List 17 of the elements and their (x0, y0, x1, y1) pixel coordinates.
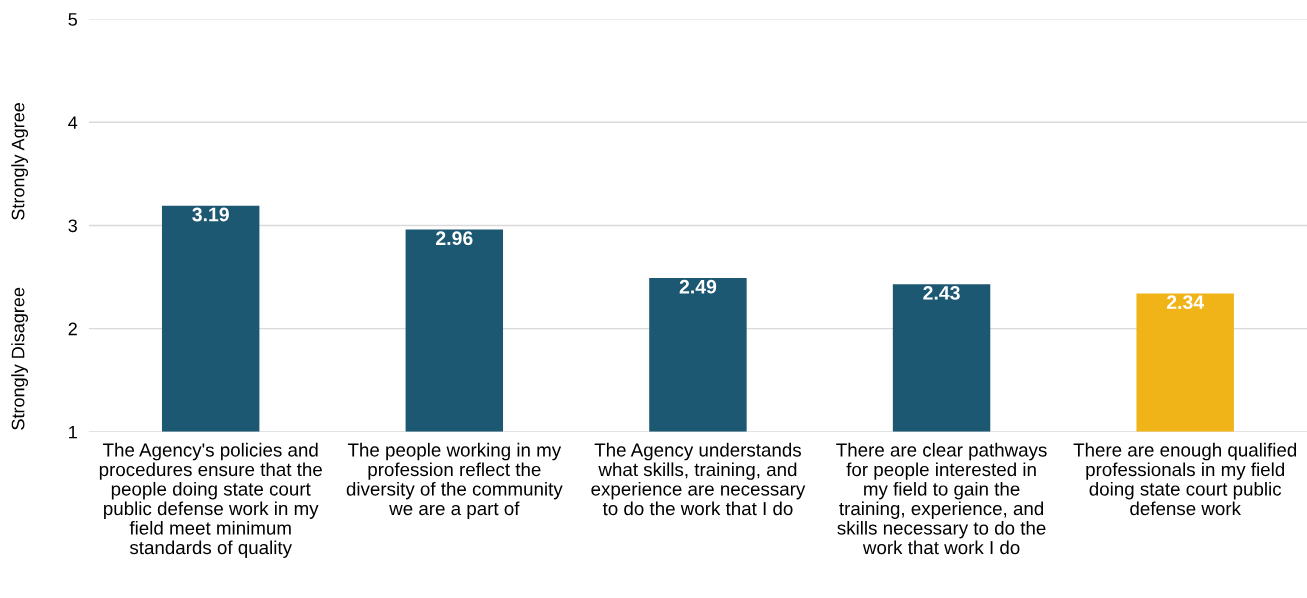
data-label: 2.43 (923, 286, 960, 300)
text: Strongly Agree (11, 103, 29, 220)
data-label: 3.19 (192, 207, 229, 222)
x-tick-label: The Agency's policies and procedures ensure that the people doing state court public defense work in my field meet minimum standards of quality (99, 442, 322, 558)
y-tick-label: 1 (69, 425, 77, 439)
x-tick-label: There are enough qualified professionals in my field doing state court public defense work (1073, 442, 1297, 516)
data-label: 2.49 (679, 279, 717, 294)
x-tick-label: The people working in my profession reflect the diversity of the community we are a part of (346, 442, 563, 519)
y-tick-label: 3 (68, 219, 77, 233)
data-label: 2.34 (1166, 295, 1205, 310)
y-tick-label: 2 (68, 322, 77, 336)
y-tick-label: 4 (68, 116, 78, 129)
x-tick-label: There are clear pathways for people interested in my field to gain the training, experience, and skills necessary to do the work that work I do (836, 442, 1047, 555)
text: Strongly Disagree (11, 287, 29, 430)
data-label: 2.96 (436, 231, 473, 246)
x-tick-label: The Agency understands what skills, training, and experience are necessary to do the work that I do (591, 442, 806, 516)
y-tick-label: 5 (68, 13, 78, 26)
